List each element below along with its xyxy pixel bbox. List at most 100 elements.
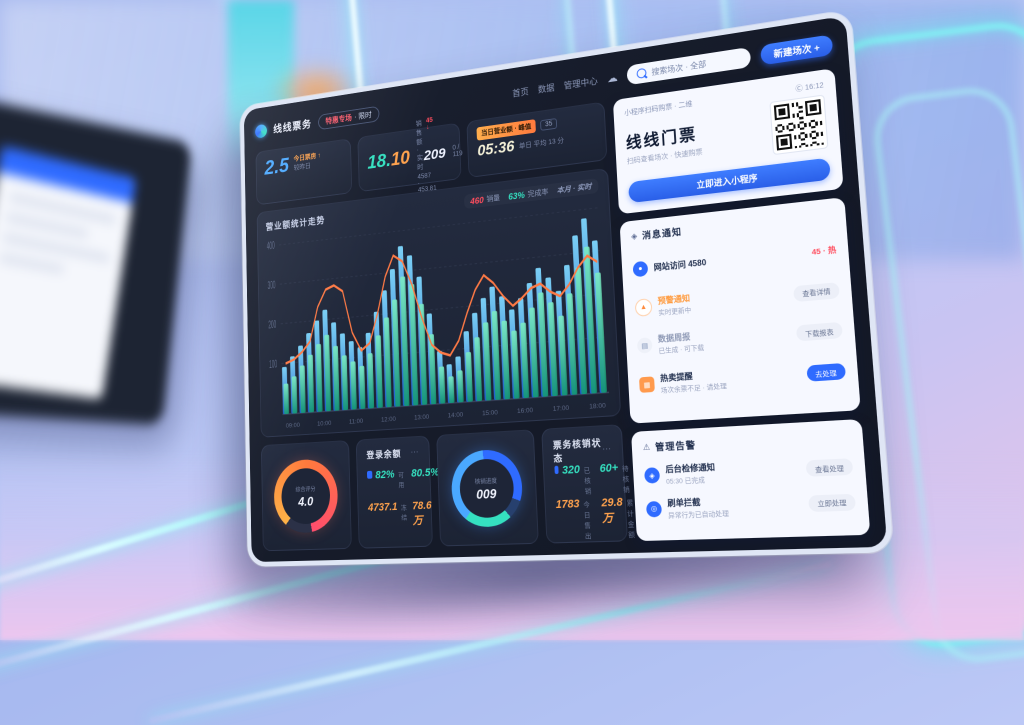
background-blurred-device xyxy=(0,94,192,425)
x-tick: 12:00 xyxy=(380,415,396,424)
promo-badge-text: 特惠专场 xyxy=(325,113,352,126)
legend-label: 完成率 xyxy=(527,187,549,199)
background-circuit-frame-inner xyxy=(869,83,1024,667)
ticket-label: 今日售出 xyxy=(583,501,592,541)
balance-value: 78.6万 xyxy=(412,499,432,527)
svg-text:400: 400 xyxy=(267,239,275,252)
timer-value: 05:36 xyxy=(477,138,515,160)
logo-icon xyxy=(255,123,268,139)
sales-value-sub: 10 xyxy=(390,147,411,171)
app-title: 线线票务 xyxy=(273,118,312,136)
notification-hot-badge: 45 · 热 xyxy=(811,245,837,258)
blurred-line xyxy=(1,233,111,263)
x-tick: 16:00 xyxy=(516,407,534,416)
search-input[interactable]: 搜索场次 · 全部 xyxy=(626,46,752,86)
search-text: 搜索场次 · 全部 xyxy=(651,59,707,77)
score-donut: 综合评分 4.0 xyxy=(273,458,339,534)
chart-plot-area[interactable]: 400 300 200 100 xyxy=(266,193,610,422)
notification-subtitle: 实时更新中 xyxy=(658,306,692,317)
handle-now-button[interactable]: 立即处理 xyxy=(808,493,857,512)
download-report-button[interactable]: 下载报表 xyxy=(795,322,843,342)
balance-stats: 82%可用 80.5%到账 4737.1冻结 78.6万累计 xyxy=(366,459,449,539)
blurred-line xyxy=(5,213,89,238)
notifications-icon: ◈ xyxy=(630,231,639,242)
notification-row[interactable]: ▲ 预警通知 实时更新中 查看详情 xyxy=(634,278,841,318)
balance-panel: 登录余额 ⋯ 82%可用 80.5%到账 4737.1冻结 78.6万累计 xyxy=(355,435,449,549)
sales-value-main: 18. xyxy=(367,149,392,174)
ticket-status-menu-button[interactable]: ⋯ xyxy=(601,442,612,454)
legend-value: 460 xyxy=(470,194,484,206)
alerts-list: ◈ 后台检修通知 05:30 已完成 查看处理 ◎ 刷单拦截 xyxy=(643,444,857,531)
sales-count-sub: 0 / 119 xyxy=(452,144,463,159)
x-tick: 18:00 xyxy=(589,402,607,411)
notification-subtitle: 已生成 · 可下载 xyxy=(658,344,705,356)
svg-text:300: 300 xyxy=(267,278,275,291)
alert-row[interactable]: ◈ 后台检修通知 05:30 已完成 查看处理 xyxy=(644,455,854,487)
maintenance-icon: ◈ xyxy=(644,467,661,485)
x-tick: 10:00 xyxy=(317,420,332,428)
nav-item-home[interactable]: 首页 xyxy=(512,86,529,99)
balance-value: 82% xyxy=(375,469,395,482)
x-tick: 14:00 xyxy=(447,411,464,420)
view-handling-button[interactable]: 查看处理 xyxy=(805,458,854,478)
balance-stat: 82% 可用 xyxy=(366,468,407,490)
ticket-icon: ▦ xyxy=(639,376,655,394)
revenue-value: 2.5 xyxy=(264,153,290,180)
balance-stat: 4737.1 冻结 xyxy=(368,500,408,529)
verify-donut: 核销进度 009 xyxy=(449,448,524,528)
balance-value: 4737.1 xyxy=(367,500,398,514)
right-column: 小程序扫码购票 · 二维 Ⓒ 16:12 线线门票 扫码查看场次 · 快速购票 xyxy=(612,68,871,542)
view-details-button[interactable]: 查看详情 xyxy=(793,281,840,302)
alerts-icon: ⚠ xyxy=(642,442,652,453)
balance-label: 可用 xyxy=(398,472,405,490)
warning-icon: ▲ xyxy=(634,297,653,317)
ticket-label: 待核销 xyxy=(621,465,630,495)
score-label: 综合评分 xyxy=(295,486,316,494)
ticket-value: 320 xyxy=(561,463,581,477)
verify-value: 009 xyxy=(475,485,497,502)
stat-card-sales[interactable]: 18.10 销售额 · 实时 45 ↓ 4587 · 453.81 209 0 /… xyxy=(357,117,463,194)
alert-row[interactable]: ◎ 刷单拦截 异常行为已自动处理 立即处理 xyxy=(645,490,857,520)
notification-row[interactable]: ● 网站访问 4580 45 · 热 xyxy=(632,239,837,280)
shield-icon: ◎ xyxy=(645,500,663,518)
stat-card-timer[interactable]: 当日营业额 · 峰值 35 05:36 单日 平均 13 分 xyxy=(466,101,608,178)
ticket-stat: 29.8万 累计金额 xyxy=(601,496,635,540)
x-tick: 13:00 xyxy=(413,413,430,422)
qr-ticket-card: 小程序扫码购票 · 二维 Ⓒ 16:12 线线门票 扫码查看场次 · 快速购票 xyxy=(612,68,844,215)
verify-label: 核销进度 xyxy=(474,478,498,486)
ticket-value: 60+ xyxy=(599,461,619,476)
score-gauge-card[interactable]: 综合评分 4.0 xyxy=(260,440,352,552)
notification-title: 网站访问 4580 xyxy=(653,258,707,273)
ticket-status-title: 票务核销状态 xyxy=(552,437,602,464)
stat-card-revenue[interactable]: 2.5 今日票房 ↑ 较昨日 xyxy=(255,138,353,206)
blurred-line xyxy=(0,253,65,274)
promo-badge[interactable]: 特惠专场 · 限时 xyxy=(317,105,380,130)
ticket-status-panel: 票务核销状态 ⋯ 320 已核销 60+ 待核销 1783 今日售出 29.8万 累计金… xyxy=(540,424,635,544)
notification-row[interactable]: ▤ 数据周报 已生成 · 可下载 下载报表 xyxy=(636,319,843,357)
ticket-value: 29.8万 xyxy=(601,496,623,526)
svg-text:100: 100 xyxy=(269,358,277,371)
nav-item-admin[interactable]: 管理中心 xyxy=(563,75,598,91)
qr-meta-time: Ⓒ 16:12 xyxy=(795,82,824,94)
sales-count: 209 xyxy=(423,144,446,164)
new-session-button[interactable]: 新建场次 + xyxy=(760,34,834,66)
nav-item-data[interactable]: 数据 xyxy=(537,82,555,95)
balance-menu-button[interactable]: ⋯ xyxy=(410,446,419,458)
dashboard-screen: 线线票务 特惠专场 · 限时 首页 数据 管理中心 ☁ 搜索场次 · 全部 新建场… xyxy=(243,15,888,563)
floor-neon-line xyxy=(148,560,832,725)
tablet-device: 线线票务 特惠专场 · 限时 首页 数据 管理中心 ☁ 搜索场次 · 全部 新建场… xyxy=(239,9,894,567)
cloud-icon[interactable]: ☁ xyxy=(606,71,618,85)
notification-row[interactable]: ▦ 热卖提醒 场次余票不足 · 请处理 去处理 xyxy=(639,360,847,396)
handle-button[interactable]: 去处理 xyxy=(805,363,847,383)
search-icon xyxy=(636,67,647,79)
legend-value: 63% xyxy=(508,189,525,202)
alert-subtitle: 异常行为已自动处理 xyxy=(667,510,730,520)
x-tick: 11:00 xyxy=(348,418,364,426)
ticket-stat: 60+ 待核销 xyxy=(599,461,632,495)
combo-chart: 400 300 200 100 xyxy=(267,193,610,422)
device-scene: 线线票务 特惠专场 · 限时 首页 数据 管理中心 ☁ 搜索场次 · 全部 新建场… xyxy=(196,9,894,567)
notifications-list: ● 网站访问 4580 45 · 热 ▲ 预警通知 实时更新中 查看详情 xyxy=(632,222,848,414)
score-donut-center: 综合评分 4.0 xyxy=(280,467,331,525)
report-icon: ▤ xyxy=(636,337,653,355)
verify-gauge-card[interactable]: 核销进度 009 xyxy=(435,429,539,547)
